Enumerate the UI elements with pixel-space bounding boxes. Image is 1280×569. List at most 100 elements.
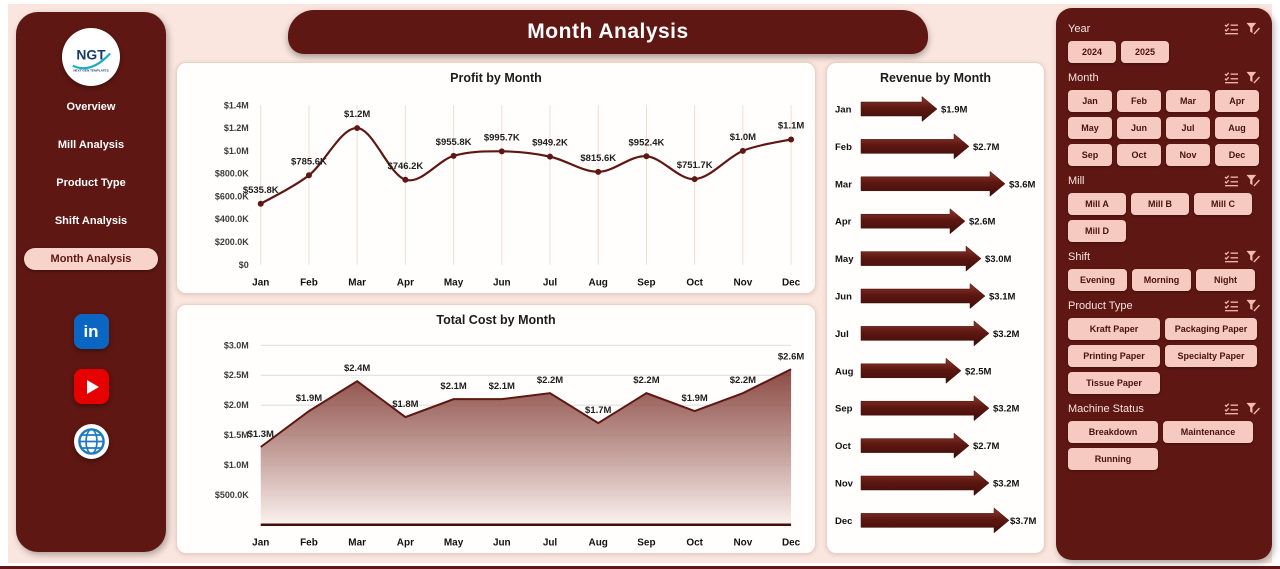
clear-filter-icon[interactable] — [1245, 71, 1260, 84]
filter-shift-evening[interactable]: Evening — [1068, 269, 1127, 291]
filter-month-dec[interactable]: Dec — [1215, 144, 1259, 166]
svg-text:$3.2M: $3.2M — [993, 404, 1019, 415]
filter-product-type-packaging-paper[interactable]: Packaging Paper — [1165, 318, 1257, 340]
filter-machine-status-breakdown[interactable]: Breakdown — [1068, 421, 1158, 443]
filter-options: Kraft Paper Packaging Paper Printing Paper… — [1068, 318, 1260, 394]
svg-text:Apr: Apr — [835, 217, 852, 228]
filter-product-type-specialty-paper[interactable]: Specialty Paper — [1165, 345, 1257, 367]
filter-month-jun[interactable]: Jun — [1117, 117, 1161, 139]
svg-text:Dec: Dec — [782, 538, 801, 549]
svg-text:$2.2M: $2.2M — [537, 375, 563, 386]
filter-month-jul[interactable]: Jul — [1166, 117, 1210, 139]
svg-text:$1.3M: $1.3M — [248, 429, 274, 440]
clear-filter-icon[interactable] — [1245, 402, 1260, 415]
filter-product-type-printing-paper[interactable]: Printing Paper — [1068, 345, 1160, 367]
sidebar-item-month-analysis[interactable]: Month Analysis — [24, 248, 158, 270]
svg-text:$535.8K: $535.8K — [243, 185, 279, 196]
filter-header-icons — [1224, 174, 1260, 187]
clear-filter-icon[interactable] — [1245, 22, 1260, 35]
select-all-icon[interactable] — [1224, 22, 1239, 35]
svg-text:$1.0M: $1.0M — [224, 146, 249, 156]
filter-header-icons — [1224, 71, 1260, 84]
filter-month-aug[interactable]: Aug — [1215, 117, 1259, 139]
filter-machine-status-maintenance[interactable]: Maintenance — [1163, 421, 1253, 443]
svg-text:$785.6K: $785.6K — [291, 156, 327, 167]
filter-options: Mill A Mill B Mill C Mill D — [1068, 193, 1260, 242]
svg-text:$746.2K: $746.2K — [387, 161, 423, 172]
sidebar-item-mill-analysis[interactable]: Mill Analysis — [57, 139, 125, 151]
svg-text:$500.0K: $500.0K — [215, 490, 249, 500]
filter-options: Breakdown Maintenance Running — [1068, 421, 1260, 470]
svg-text:$1.0M: $1.0M — [224, 460, 249, 470]
linkedin-icon[interactable]: in — [73, 314, 109, 349]
filter-month-apr[interactable]: Apr — [1215, 90, 1259, 112]
svg-text:Jul: Jul — [543, 278, 558, 289]
filter-mill-mill-a[interactable]: Mill A — [1068, 193, 1126, 215]
filter-mill-mill-b[interactable]: Mill B — [1131, 193, 1189, 215]
sidebar-item-product-type[interactable]: Product Type — [56, 177, 126, 189]
sidebar-item-overview[interactable]: Overview — [66, 101, 116, 113]
sidebar: NGT NEXT GEN TEMPLATES Overview Mill Anal… — [16, 12, 166, 552]
select-all-icon[interactable] — [1224, 71, 1239, 84]
filter-header-icons — [1224, 299, 1260, 312]
filter-product-type-kraft-paper[interactable]: Kraft Paper — [1068, 318, 1160, 340]
svg-text:Nov: Nov — [733, 278, 752, 289]
filter-label-month: Month — [1068, 71, 1099, 84]
filter-month-sep[interactable]: Sep — [1068, 144, 1112, 166]
svg-text:May: May — [835, 254, 854, 265]
filter-header-icons — [1224, 402, 1260, 415]
filter-month-nov[interactable]: Nov — [1166, 144, 1210, 166]
svg-text:$2.6M: $2.6M — [778, 351, 804, 362]
svg-text:$1.1M: $1.1M — [778, 120, 804, 131]
profit-by-month-panel: Profit by Month $0 $200.0K $400.0K $600.0K $… — [176, 62, 816, 294]
svg-text:Nov: Nov — [835, 479, 854, 490]
select-all-icon[interactable] — [1224, 174, 1239, 187]
sidebar-nav: Overview Mill Analysis Product Type Shift A… — [16, 96, 166, 270]
svg-text:$200.0K: $200.0K — [215, 237, 249, 247]
svg-text:$1.2M: $1.2M — [344, 109, 370, 120]
filter-shift-night[interactable]: Night — [1196, 269, 1255, 291]
filter-section-machine-status: Machine Status Breakdown Maintenance Runnin… — [1068, 402, 1260, 470]
filter-mill-mill-c[interactable]: Mill C — [1194, 193, 1252, 215]
select-all-icon[interactable] — [1224, 299, 1239, 312]
filter-month-jan[interactable]: Jan — [1068, 90, 1112, 112]
filter-month-mar[interactable]: Mar — [1166, 90, 1210, 112]
page-title-banner: Month Analysis — [288, 10, 928, 54]
globe-glyph — [77, 428, 105, 455]
filter-year-2025[interactable]: 2025 — [1121, 41, 1169, 63]
total-cost-by-month-panel: Total Cost by Month $500.0K $1.0M $1.5M $2.… — [176, 304, 816, 554]
filter-month-may[interactable]: May — [1068, 117, 1112, 139]
filter-month-feb[interactable]: Feb — [1117, 90, 1161, 112]
filter-shift-morning[interactable]: Morning — [1132, 269, 1191, 291]
clear-filter-icon[interactable] — [1245, 174, 1260, 187]
filter-section-year: Year 2024 2025 — [1068, 22, 1260, 63]
svg-text:$3.6M: $3.6M — [1009, 179, 1035, 190]
filter-year-2024[interactable]: 2024 — [1068, 41, 1116, 63]
svg-text:$2.6M: $2.6M — [969, 217, 995, 228]
filter-product-type-tissue-paper[interactable]: Tissue Paper — [1068, 372, 1160, 394]
svg-text:$2.7M: $2.7M — [973, 142, 999, 153]
sidebar-item-shift-analysis[interactable]: Shift Analysis — [54, 215, 128, 227]
youtube-icon[interactable] — [73, 369, 109, 404]
logo: NGT NEXT GEN TEMPLATES — [62, 28, 120, 86]
clear-filter-icon[interactable] — [1245, 299, 1260, 312]
select-all-icon[interactable] — [1224, 250, 1239, 263]
svg-text:$3.1M: $3.1M — [989, 292, 1015, 303]
svg-text:Oct: Oct — [686, 278, 703, 289]
filter-month-oct[interactable]: Oct — [1117, 144, 1161, 166]
svg-text:Mar: Mar — [348, 538, 366, 549]
svg-text:$1.9M: $1.9M — [681, 393, 707, 404]
filter-section-product-type: Product Type Kraft Paper Packaging Paper Pr… — [1068, 299, 1260, 394]
svg-text:$3.2M: $3.2M — [993, 479, 1019, 490]
filter-machine-status-running[interactable]: Running — [1068, 448, 1158, 470]
cost-area-chart: $500.0K $1.0M $1.5M $2.0M $2.5M $3.0M $1.3M $1.… — [215, 340, 804, 549]
svg-text:Jan: Jan — [252, 278, 269, 289]
clear-filter-icon[interactable] — [1245, 250, 1260, 263]
select-all-icon[interactable] — [1224, 402, 1239, 415]
svg-text:Aug: Aug — [835, 366, 854, 377]
svg-text:$2.5M: $2.5M — [965, 366, 991, 377]
filter-mill-mill-d[interactable]: Mill D — [1068, 220, 1126, 242]
filter-sections: Year 2024 2025 Month Jan Feb Mar Apr May Jun Jul Au… — [1068, 22, 1260, 470]
website-globe-icon[interactable] — [73, 424, 109, 459]
profit-chart-title: Profit by Month — [450, 71, 542, 85]
